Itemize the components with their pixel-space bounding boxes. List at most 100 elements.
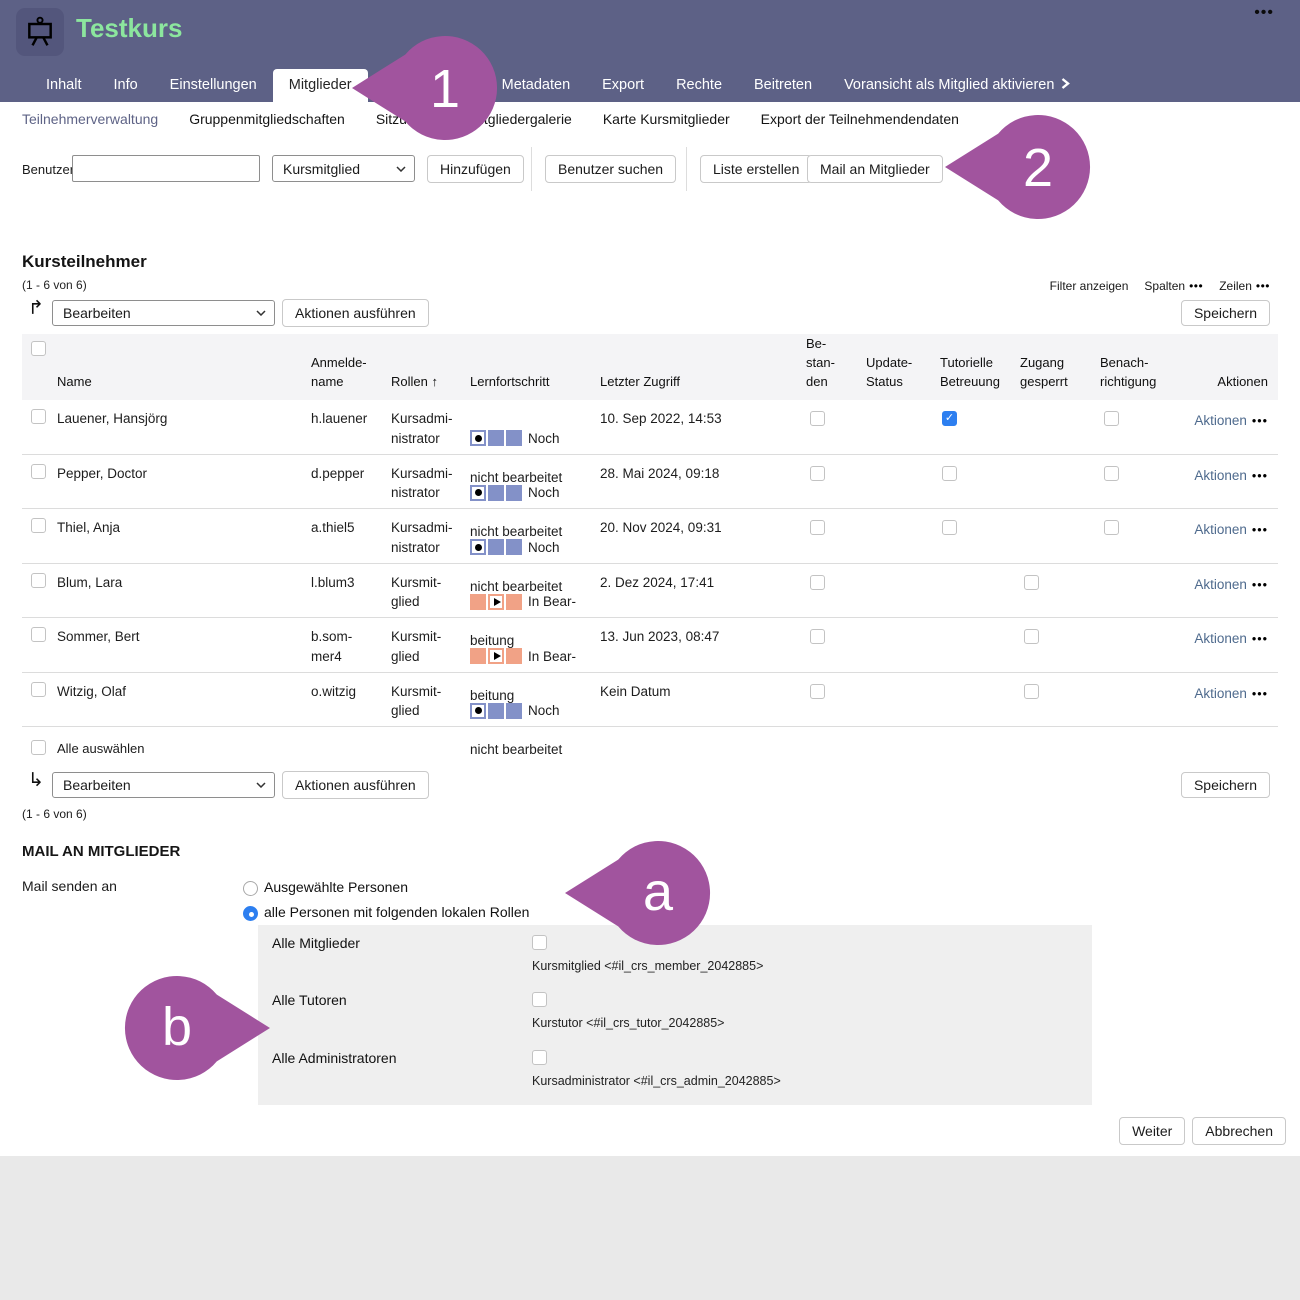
zeilen-link[interactable]: Zeilen ••• xyxy=(1219,279,1270,293)
hinzufuegen-button[interactable]: Hinzufügen xyxy=(427,155,524,183)
col-name: Name xyxy=(57,374,92,389)
alle-administratoren-checkbox[interactable] xyxy=(532,1050,547,1065)
zugang-gesperrt-checkbox[interactable] xyxy=(1024,574,1039,590)
table-header: Name Anmelde- name Rollen ↑ Lernfortschr… xyxy=(22,334,1278,400)
benachrichtigung-checkbox[interactable] xyxy=(1104,520,1119,535)
role-select[interactable]: Kursmitglied xyxy=(272,155,415,182)
bestanden-checkbox[interactable] xyxy=(810,520,825,535)
select-all-checkbox-header[interactable] xyxy=(31,341,46,356)
col-update-status: Update- Status xyxy=(866,355,913,389)
col-rollen[interactable]: Rollen ↑ xyxy=(391,374,438,389)
ellipsis-icon: ••• xyxy=(1251,414,1268,428)
member-name: Witzig, Olaf xyxy=(57,683,127,699)
speichern-button-bottom[interactable]: Speichern xyxy=(1180,772,1270,798)
row-actions[interactable]: Aktionen ••• xyxy=(1194,631,1268,646)
weiter-button[interactable]: Weiter xyxy=(1119,1117,1186,1145)
header-ellipsis-icon[interactable]: ••• xyxy=(1254,4,1274,21)
row-actions[interactable]: Aktionen ••• xyxy=(1194,467,1268,483)
benutzer-input[interactable] xyxy=(72,155,260,182)
subtab-mitgliedergalerie[interactable]: Mitgliedergalerie xyxy=(469,111,572,127)
tab-einstellungen[interactable]: Einstellungen xyxy=(169,77,257,93)
tab-voransicht[interactable]: Voransicht als Mitglied aktivieren xyxy=(828,69,1086,102)
row-checkbox[interactable] xyxy=(31,409,46,424)
aktionen-ausfuehren-button-top[interactable]: Aktionen ausführen xyxy=(282,299,429,327)
subtab-gruppenmitgliedschaften[interactable]: Gruppenmitgliedschaften xyxy=(189,111,345,127)
member-name: Pepper, Doctor xyxy=(57,465,148,481)
member-login: b.som- mer4 xyxy=(311,629,353,664)
svg-text:a: a xyxy=(643,862,674,922)
abbrechen-button[interactable]: Abbrechen xyxy=(1192,1117,1286,1145)
subtab-teilnehmerverwaltung[interactable]: Teilnehmerverwaltung xyxy=(22,111,159,127)
table-view-links: Filter anzeigen Spalten ••• Zeilen ••• xyxy=(1050,279,1270,293)
alle-mitglieder-checkbox[interactable] xyxy=(532,935,547,950)
learning-progress-cell: Noch nicht bearbeitet xyxy=(470,430,563,485)
row-checkbox[interactable] xyxy=(31,681,46,697)
tab-beitreten[interactable]: Beitreten xyxy=(754,77,813,93)
course-board-icon xyxy=(16,8,64,56)
row-checkbox[interactable] xyxy=(31,627,46,642)
alle-tutoren-checkbox[interactable] xyxy=(532,992,547,1007)
last-access: Kein Datum xyxy=(600,683,671,699)
tab-info[interactable]: Info xyxy=(113,77,138,93)
alle-auswaehlen-checkbox[interactable] xyxy=(31,740,46,755)
svg-text:b: b xyxy=(162,997,192,1057)
table-row: Lauener, Hansjörg h.lauener Kursadmi- ni… xyxy=(22,400,1278,485)
benutzer-suchen-button[interactable]: Benutzer suchen xyxy=(545,155,677,183)
bestanden-checkbox[interactable] xyxy=(810,411,825,426)
tab-metadaten[interactable]: Metadaten xyxy=(501,77,571,93)
member-role: Kursadmi- nistrator xyxy=(391,411,453,446)
bulk-action-select-top[interactable]: Bearbeiten xyxy=(52,300,275,326)
subtab-export-teilnehmendendaten[interactable]: Export der Teilnehmendendaten xyxy=(760,111,959,127)
lp-in-progress-icon xyxy=(488,593,504,610)
table-range: (1 - 6 von 6) xyxy=(22,278,87,292)
spalten-link[interactable]: Spalten ••• xyxy=(1144,279,1204,293)
member-role: Kursmit- glied xyxy=(391,683,442,719)
benachrichtigung-checkbox[interactable] xyxy=(1104,465,1119,481)
speichern-button-top[interactable]: Speichern xyxy=(1180,300,1270,326)
tab-inhalt[interactable]: Inhalt xyxy=(46,77,82,93)
tutorielle-betreuung-checkbox[interactable] xyxy=(942,520,957,535)
bestanden-checkbox[interactable] xyxy=(810,574,825,590)
bestanden-checkbox[interactable] xyxy=(810,465,825,481)
row-checkbox[interactable] xyxy=(31,463,46,479)
member-login: l.blum3 xyxy=(311,574,355,590)
filter-anzeigen-link[interactable]: Filter anzeigen xyxy=(1049,279,1129,293)
ausgewaehlte-personen-radio[interactable] xyxy=(243,881,258,896)
member-role: Kursadmi- nistrator xyxy=(391,520,453,555)
member-name: Thiel, Anja xyxy=(57,520,121,535)
benachrichtigung-checkbox[interactable] xyxy=(1104,411,1119,426)
last-access: 2. Dez 2024, 17:41 xyxy=(600,574,715,590)
row-checkbox[interactable] xyxy=(31,518,46,533)
alle-personen-rollen-radio[interactable] xyxy=(243,906,258,921)
tutorielle-betreuung-checkbox[interactable] xyxy=(942,465,957,481)
bestanden-checkbox[interactable] xyxy=(810,683,825,699)
row-actions[interactable]: Aktionen ••• xyxy=(1194,576,1268,592)
row-actions[interactable]: Aktionen ••• xyxy=(1194,413,1268,428)
alle-tutoren-label: Alle Tutoren xyxy=(272,992,347,1008)
alle-administratoren-label: Alle Administratoren xyxy=(272,1050,397,1066)
chevron-down-icon xyxy=(256,310,266,316)
table-row: Witzig, Olaf o.witzig Kursmit- glied Noc… xyxy=(22,673,1278,757)
tab-export[interactable]: Export xyxy=(602,77,645,93)
row-actions[interactable]: Aktionen ••• xyxy=(1194,522,1268,537)
liste-erstellen-button[interactable]: Liste erstellen xyxy=(700,155,813,183)
mail-section-heading: MAIL AN MITGLIEDER xyxy=(22,843,181,860)
page-title: Testkurs xyxy=(76,13,183,43)
subtab-sitzungen[interactable]: Sitzungen xyxy=(375,111,439,127)
aktionen-ausfuehren-button-bottom[interactable]: Aktionen ausführen xyxy=(282,771,429,799)
chevron-right-icon xyxy=(1061,77,1071,93)
zugang-gesperrt-checkbox[interactable] xyxy=(1024,629,1039,644)
bestanden-checkbox[interactable] xyxy=(810,629,825,644)
zugang-gesperrt-checkbox[interactable] xyxy=(1024,683,1039,699)
tutorielle-betreuung-checkbox[interactable] xyxy=(942,411,957,426)
lp-not-attempted-icon xyxy=(470,702,486,719)
row-actions[interactable]: Aktionen ••• xyxy=(1194,685,1268,701)
bulk-action-select-bottom[interactable]: Bearbeiten xyxy=(52,772,275,798)
tab-rechte[interactable]: Rechte xyxy=(676,77,723,93)
col-anmeldename: Anmelde- name xyxy=(311,355,367,389)
mail-an-mitglieder-button[interactable]: Mail an Mitglieder xyxy=(807,155,943,183)
subtab-karte-kursmitglieder[interactable]: Karte Kursmitglieder xyxy=(602,111,730,127)
tab-mitglieder[interactable]: Mitglieder xyxy=(272,69,368,102)
table-title: Kursteilnehmer xyxy=(22,252,147,271)
row-checkbox[interactable] xyxy=(31,572,46,588)
